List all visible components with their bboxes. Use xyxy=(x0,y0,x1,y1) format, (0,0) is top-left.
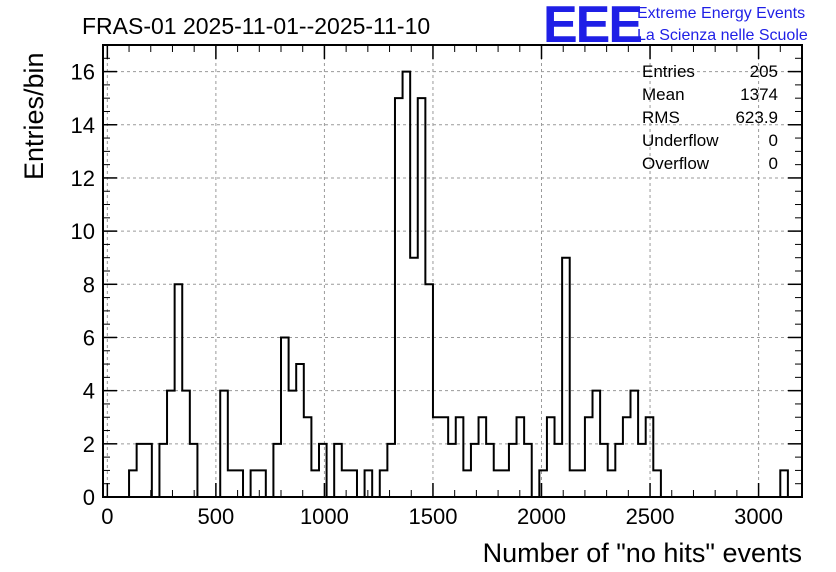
stats-box: Entries 205 Mean 1374 RMS 623.9 Underflow 0 Over… xyxy=(642,62,778,173)
stat-label: Underflow xyxy=(642,131,719,150)
x-axis: 0 500 1000 1500 2000 2500 3000 xyxy=(101,45,803,529)
x-tick-label: 500 xyxy=(198,504,235,529)
x-tick-label: 1500 xyxy=(408,504,457,529)
stat-value: 0 xyxy=(769,131,778,150)
logo-mark: EEE xyxy=(543,0,641,54)
eee-logo: EEE Extreme Energy Events La Scienza nel… xyxy=(543,0,808,54)
x-tick-label: 1000 xyxy=(300,504,349,529)
stat-label: Mean xyxy=(642,85,685,104)
logo-line-1: Extreme Energy Events xyxy=(637,5,805,22)
y-tick-label: 14 xyxy=(71,113,95,138)
y-tick-label: 10 xyxy=(71,219,95,244)
y-tick-label: 4 xyxy=(83,379,95,404)
y-tick-label: 0 xyxy=(83,485,95,510)
y-axis: 0 2 4 6 8 10 12 14 16 xyxy=(71,44,802,510)
chart-title: FRAS-01 2025-11-01--2025-11-10 xyxy=(82,13,430,39)
y-tick-label: 2 xyxy=(83,432,95,457)
stat-label: RMS xyxy=(642,108,680,127)
stat-value: 205 xyxy=(750,62,778,81)
y-tick-label: 6 xyxy=(83,325,95,350)
x-axis-title: Number of "no hits" events xyxy=(483,538,802,568)
stat-label: Overflow xyxy=(642,154,710,173)
stat-value: 1374 xyxy=(740,85,778,104)
stat-value: 623.9 xyxy=(735,108,778,127)
x-tick-label: 0 xyxy=(101,504,113,529)
logo-line-2: La Scienza nelle Scuole xyxy=(637,27,808,44)
x-tick-label: 3000 xyxy=(734,504,783,529)
histogram-outline xyxy=(128,70,789,498)
plot-frame xyxy=(102,44,803,498)
y-tick-label: 12 xyxy=(71,166,95,191)
y-tick-label: 8 xyxy=(83,272,95,297)
stat-value: 0 xyxy=(769,154,778,173)
stat-label: Entries xyxy=(642,62,695,81)
y-axis-title: Entries/bin xyxy=(19,52,49,180)
x-tick-label: 2000 xyxy=(517,504,566,529)
grid xyxy=(103,45,802,498)
x-tick-label: 2500 xyxy=(626,504,675,529)
y-tick-label: 16 xyxy=(71,60,95,85)
